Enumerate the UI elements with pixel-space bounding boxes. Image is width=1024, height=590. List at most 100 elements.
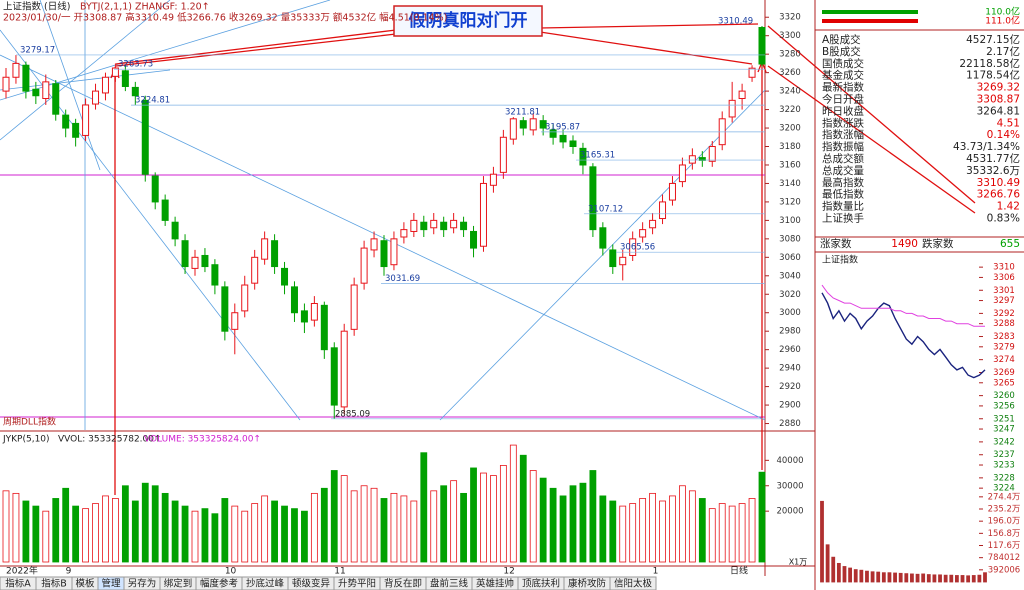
level-label: 3065.56 [620,243,655,253]
tab-label[interactable]: 升势平阳 [338,578,376,590]
tab-label[interactable]: 顶底扶利 [522,578,560,590]
candle-body [589,166,597,231]
tab-label[interactable]: 幅度参考 [200,578,238,590]
candle-body [668,182,676,201]
volume-bar [599,495,607,563]
tab-label[interactable]: 另存为 [128,578,157,590]
candle-body [549,129,557,138]
tab-label[interactable]: 背反在即 [384,578,422,590]
y-tick-label: 3297 [993,296,1015,306]
y-tick-label: 156.8万 [988,529,1021,539]
candle-body [639,229,647,238]
y-tick-label: 3279 [993,342,1015,352]
candle-body [181,240,189,268]
tab-label[interactable]: 指标A [5,578,31,590]
stat-label: 指数涨跌 [822,116,864,129]
x-tick-label: 1 [653,567,659,577]
tab-label[interactable]: 模板 [75,578,95,590]
volume-bar [960,575,965,583]
candle-body [151,175,159,203]
tab-label[interactable]: 抄底过峰 [246,578,285,590]
volume-bar [887,572,892,583]
stat-label: 涨家数 [820,237,852,250]
ratio-label: 110.0亿 [985,6,1020,18]
level-label: 2885.09 [335,409,370,419]
x-tick-label: 2022年 [6,565,38,577]
volume-bar [211,513,219,563]
candle-body [380,240,388,268]
volume-bar [519,454,527,563]
candle-body [579,147,587,166]
candle-body [111,67,119,77]
y-tick-label: 3310 [993,263,1015,273]
tab-label[interactable]: 盘前三线 [430,578,469,590]
y-tick-label: 3120 [779,197,801,207]
tab-label[interactable]: 绑定到 [164,578,193,590]
quote: 2023/01/30/一 开3308.87 高3310.49 低3266.76 … [3,12,447,24]
volume-bar [121,485,129,563]
candle-body [529,118,537,131]
volume-bar [859,569,864,583]
level-label: 3165.31 [580,151,615,161]
volume-bar [480,472,487,563]
candle-body [479,182,487,247]
y-tick-label: 30000 [776,481,803,491]
tab-label[interactable]: 管理 [101,578,121,590]
volume-bar [539,477,547,563]
volume-bar [609,500,617,563]
y-tick-label: 784012 [988,553,1020,563]
volume-bar [718,503,726,563]
y-tick-label: 3100 [779,216,801,226]
candle-body [2,76,10,92]
y-tick-label: 3247 [993,425,1015,435]
y-tick-label: 3180 [779,142,801,152]
candle-body [748,67,756,78]
volume-bar [629,503,637,563]
stat-label: 总成交量 [822,164,864,177]
y-tick-label: 2880 [779,419,801,429]
tab-label[interactable]: 信阳太极 [614,578,653,590]
candle-body [290,286,298,314]
volume-bar [659,500,666,563]
y-tick-label: 3251 [993,414,1015,424]
tab-label[interactable]: 顿级变异 [292,578,331,590]
volume-bar [943,574,948,583]
stat-value: 3269.32 [977,82,1020,94]
tab-label[interactable]: 指标B [41,578,67,590]
candle-body [470,230,478,249]
stat-value: 3310.49 [977,177,1020,189]
tab[interactable] [609,576,657,590]
volume-bar [926,574,931,583]
candle-body [191,256,199,269]
volume-bar [171,500,179,563]
volume-bar [954,575,959,583]
volume-bar [440,485,448,563]
volume-bar [261,495,269,563]
volume-bar [499,465,507,563]
callout-box [393,5,543,37]
candle-body [340,330,348,408]
y-tick-label: 3200 [779,124,801,134]
stat-value: 2.17亿 [986,45,1020,58]
x-tick-label: 12 [503,567,514,577]
stat-label: 总成交额 [822,152,864,165]
candle-body [171,221,179,240]
y-tick-label: 20000 [776,507,803,517]
volume-bar [201,508,209,563]
candle-body [330,347,338,406]
y-tick-label: 2920 [779,382,801,392]
volume-bar [32,505,40,563]
candle-body [221,286,229,332]
volume-bar [589,470,597,563]
y-tick-label: 3228 [993,473,1015,483]
y-tick-label: 3280 [779,50,801,60]
candle-body [320,304,328,351]
volume-bar [221,498,229,563]
volume-bar [893,572,897,583]
tab-label[interactable]: 英雄挂帅 [476,578,514,590]
tab-label[interactable]: 康桥攻防 [568,578,607,590]
y-tick-label: 2980 [779,327,801,337]
candle-body [281,267,289,286]
volume-bar [853,569,858,583]
